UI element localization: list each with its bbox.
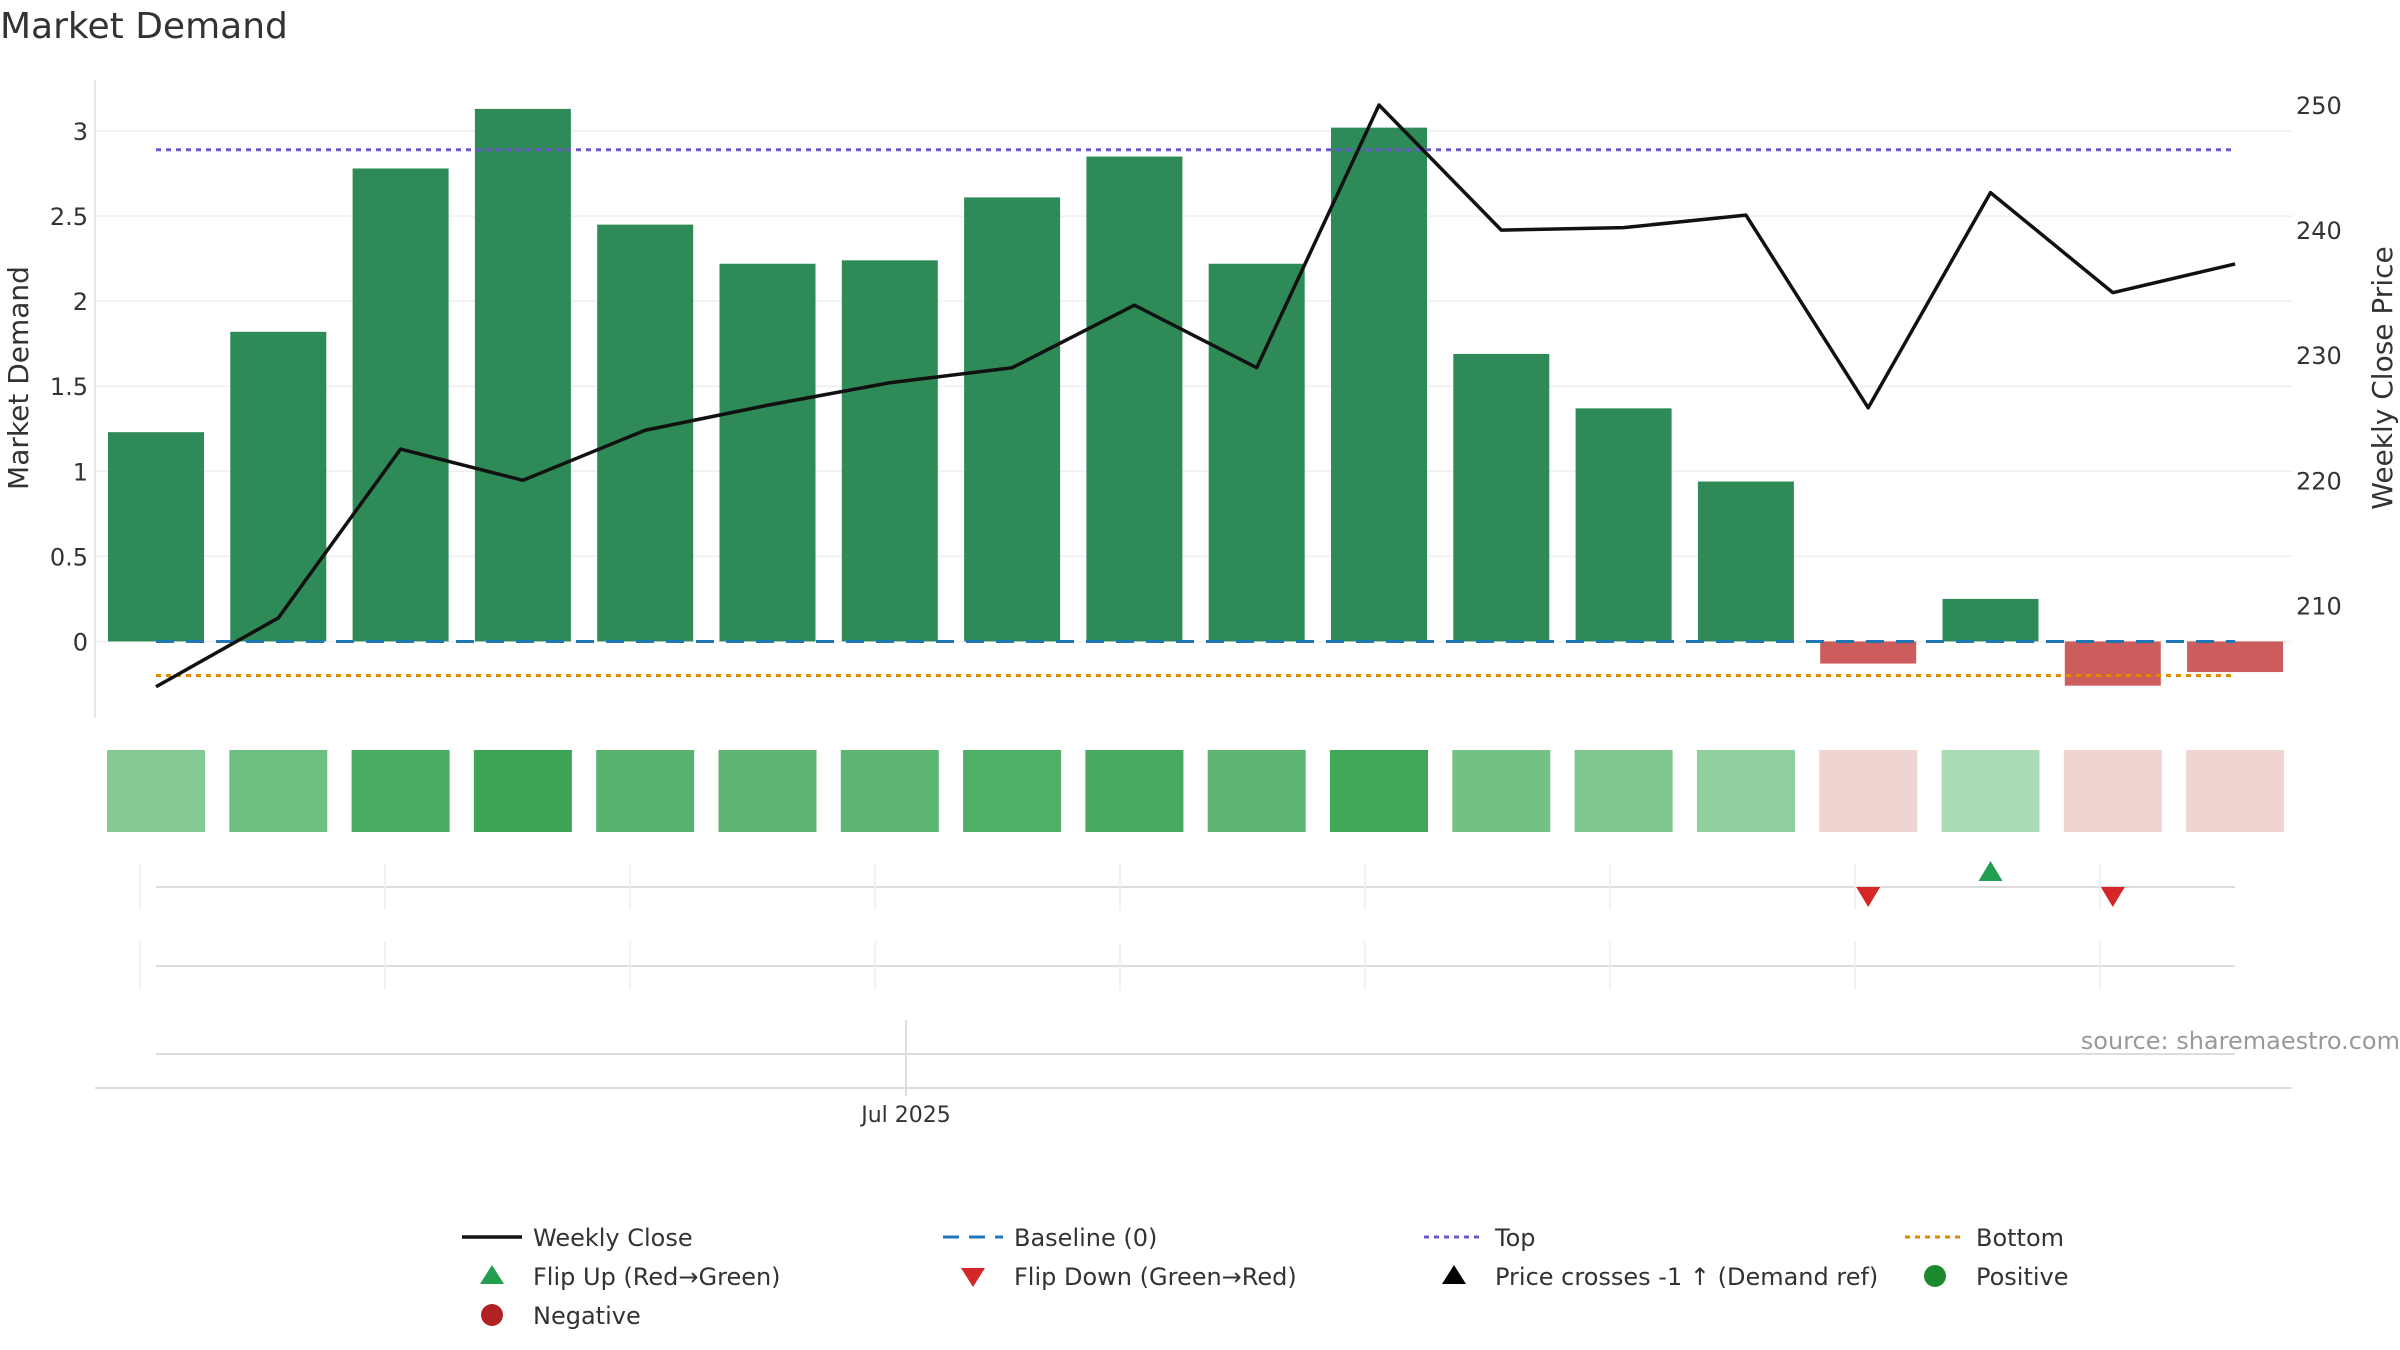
demand-bar [1453, 353, 1550, 642]
y2-axis-label: Weekly Close Price [2366, 246, 2399, 509]
demand-bar [841, 260, 938, 642]
y-tick-label: 1.5 [50, 373, 88, 401]
heat-cell [2063, 750, 2162, 832]
demand-bar [597, 224, 694, 642]
legend-label: Flip Up (Red→Green) [533, 1263, 781, 1291]
heat-cell [718, 750, 817, 832]
heat-cell [1574, 750, 1673, 832]
heat-cell [1819, 750, 1918, 832]
y-tick-label: 0.5 [50, 543, 88, 571]
heat-cell [107, 750, 205, 832]
source-text: source: sharemaestro.com [2081, 1027, 2400, 1055]
legend-dot-marker [1924, 1265, 1946, 1287]
demand-bar [2187, 641, 2284, 673]
heat-cell [1696, 750, 1795, 832]
legend-item: Price crosses -1 ↑ (Demand ref) [1442, 1263, 1878, 1291]
demand-bar [1942, 598, 2039, 642]
legend-item: Weekly Close [462, 1224, 693, 1252]
legend-label: Negative [533, 1302, 641, 1330]
legend-tri-up-swatch [480, 1265, 504, 1284]
y2-tick-label: 230 [2296, 342, 2342, 370]
y-tick-label: 2 [73, 288, 88, 316]
flip-down-marker [1856, 887, 1881, 907]
legend-label: Weekly Close [533, 1224, 693, 1252]
y-tick-label: 2.5 [50, 203, 88, 231]
legend-label: Top [1494, 1224, 1536, 1252]
demand-bar [1208, 263, 1305, 642]
heat-cell [229, 750, 328, 832]
legend-label: Price crosses -1 ↑ (Demand ref) [1495, 1263, 1878, 1291]
demand-bar [1086, 156, 1183, 642]
legend-tri-up-swatch [1442, 1265, 1466, 1284]
heat-cell [963, 750, 1062, 832]
y2-tick-label: 220 [2296, 467, 2342, 495]
legend-item: Flip Down (Green→Red) [961, 1263, 1297, 1291]
legend-item: Bottom [1905, 1224, 2064, 1252]
legend-dot-marker [481, 1304, 503, 1326]
legend-label: Baseline (0) [1014, 1224, 1157, 1252]
y2-tick-label: 250 [2296, 92, 2342, 120]
legend-item: Negative [481, 1302, 641, 1330]
heat-cell [596, 750, 695, 832]
legend-label: Bottom [1976, 1224, 2064, 1252]
heat-cell [1330, 750, 1428, 832]
heat-cell [473, 750, 572, 832]
demand-bar [2064, 641, 2161, 686]
demand-bar [719, 263, 816, 642]
heat-cell [1085, 750, 1184, 832]
legend-item: Positive [1924, 1263, 2069, 1291]
demand-bar [1820, 641, 1917, 664]
chart-title: Market Demand [0, 6, 288, 47]
heat-cell [1207, 750, 1306, 832]
y-tick-label: 3 [73, 118, 88, 146]
demand-bar [230, 331, 327, 642]
demand-bar [108, 432, 204, 642]
demand-bar [1575, 408, 1672, 642]
weekly-close-line [155, 103, 2236, 689]
demand-bar [1697, 481, 1794, 642]
legend-label: Positive [1976, 1263, 2069, 1291]
demand-bar [474, 108, 571, 642]
legend-item: Flip Up (Red→Green) [480, 1263, 781, 1291]
x-tick-label: Jul 2025 [859, 1103, 951, 1128]
legend-item: Baseline (0) [943, 1224, 1157, 1252]
heat-cell [1941, 750, 2040, 832]
flip-up-marker [1978, 861, 2003, 881]
heat-cell [2186, 750, 2285, 832]
heat-cell [351, 750, 450, 832]
demand-bar [352, 168, 449, 642]
y-tick-label: 1 [73, 458, 88, 486]
legend-tri-down-swatch [961, 1268, 985, 1287]
demand-bar [964, 197, 1061, 642]
heat-cell [1452, 750, 1551, 832]
y-axis-label: Market Demand [2, 266, 35, 490]
legend-item: Top [1424, 1224, 1536, 1252]
y2-tick-label: 240 [2296, 217, 2342, 245]
y-tick-label: 0 [73, 628, 88, 656]
legend-label: Flip Down (Green→Red) [1014, 1263, 1297, 1291]
demand-bar [1331, 127, 1427, 642]
heat-cell [840, 750, 939, 832]
flip-down-marker [2100, 887, 2125, 907]
y2-tick-label: 210 [2296, 592, 2342, 620]
